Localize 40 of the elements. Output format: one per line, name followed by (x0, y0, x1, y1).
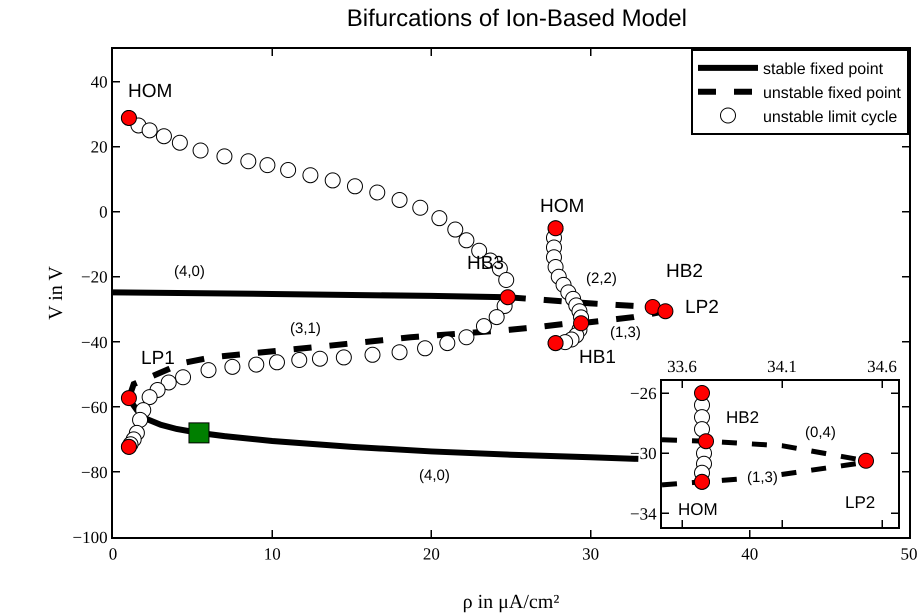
annotation: HOM (128, 81, 172, 102)
x-tick-label: 33.6 (667, 357, 697, 376)
annotation: (1,3) (610, 324, 641, 341)
x-tick-label: 40 (741, 544, 758, 564)
annotation: LP2 (845, 493, 876, 512)
y-tick-label: −80 (81, 462, 108, 482)
y-tick-label: 40 (90, 72, 108, 92)
annotation: (2,2) (586, 270, 617, 287)
x-tick-label: 34.6 (867, 357, 897, 376)
annotation: LP1 (141, 348, 175, 369)
legend-label: unstable fixed point (763, 84, 902, 102)
x-tick-label: 20 (422, 544, 440, 564)
annotation: (4,0) (419, 467, 450, 484)
annotation: HOM (678, 500, 718, 519)
y-axis-title: V in V (45, 266, 67, 320)
x-tick-label: 50 (900, 544, 918, 564)
x-tick-label: 30 (582, 544, 600, 564)
y-tick-label: −20 (81, 268, 108, 287)
annotation: (4,0) (174, 263, 205, 280)
chart-title: Bifurcations of Ion-Based Model (346, 5, 687, 32)
y-tick-label: −40 (81, 332, 108, 352)
annotation: HB1 (579, 347, 616, 368)
legend-label: unstable limit cycle (763, 108, 898, 126)
y-tick-label: −60 (81, 398, 108, 417)
legend-label: stable fixed point (763, 61, 884, 78)
x-axis-title: ρ in μA/cm² (462, 591, 560, 613)
x-tick-label: 10 (264, 544, 281, 564)
y-tick-label: 0 (99, 202, 108, 222)
annotation: HB2 (726, 408, 760, 427)
annotation: (0,4) (805, 424, 836, 441)
y-tick-label: −34 (630, 504, 658, 524)
y-tick-label: 20 (90, 138, 108, 157)
annotation: HB2 (666, 261, 703, 282)
x-tick-label: 34.1 (767, 357, 797, 376)
y-tick-label: −26 (630, 384, 657, 403)
annotation: LP2 (685, 297, 719, 318)
annotation: (3,1) (290, 320, 321, 337)
y-tick-label: −30 (630, 444, 657, 464)
y-tick-label: −100 (72, 528, 108, 547)
annotation: HOM (540, 196, 584, 217)
